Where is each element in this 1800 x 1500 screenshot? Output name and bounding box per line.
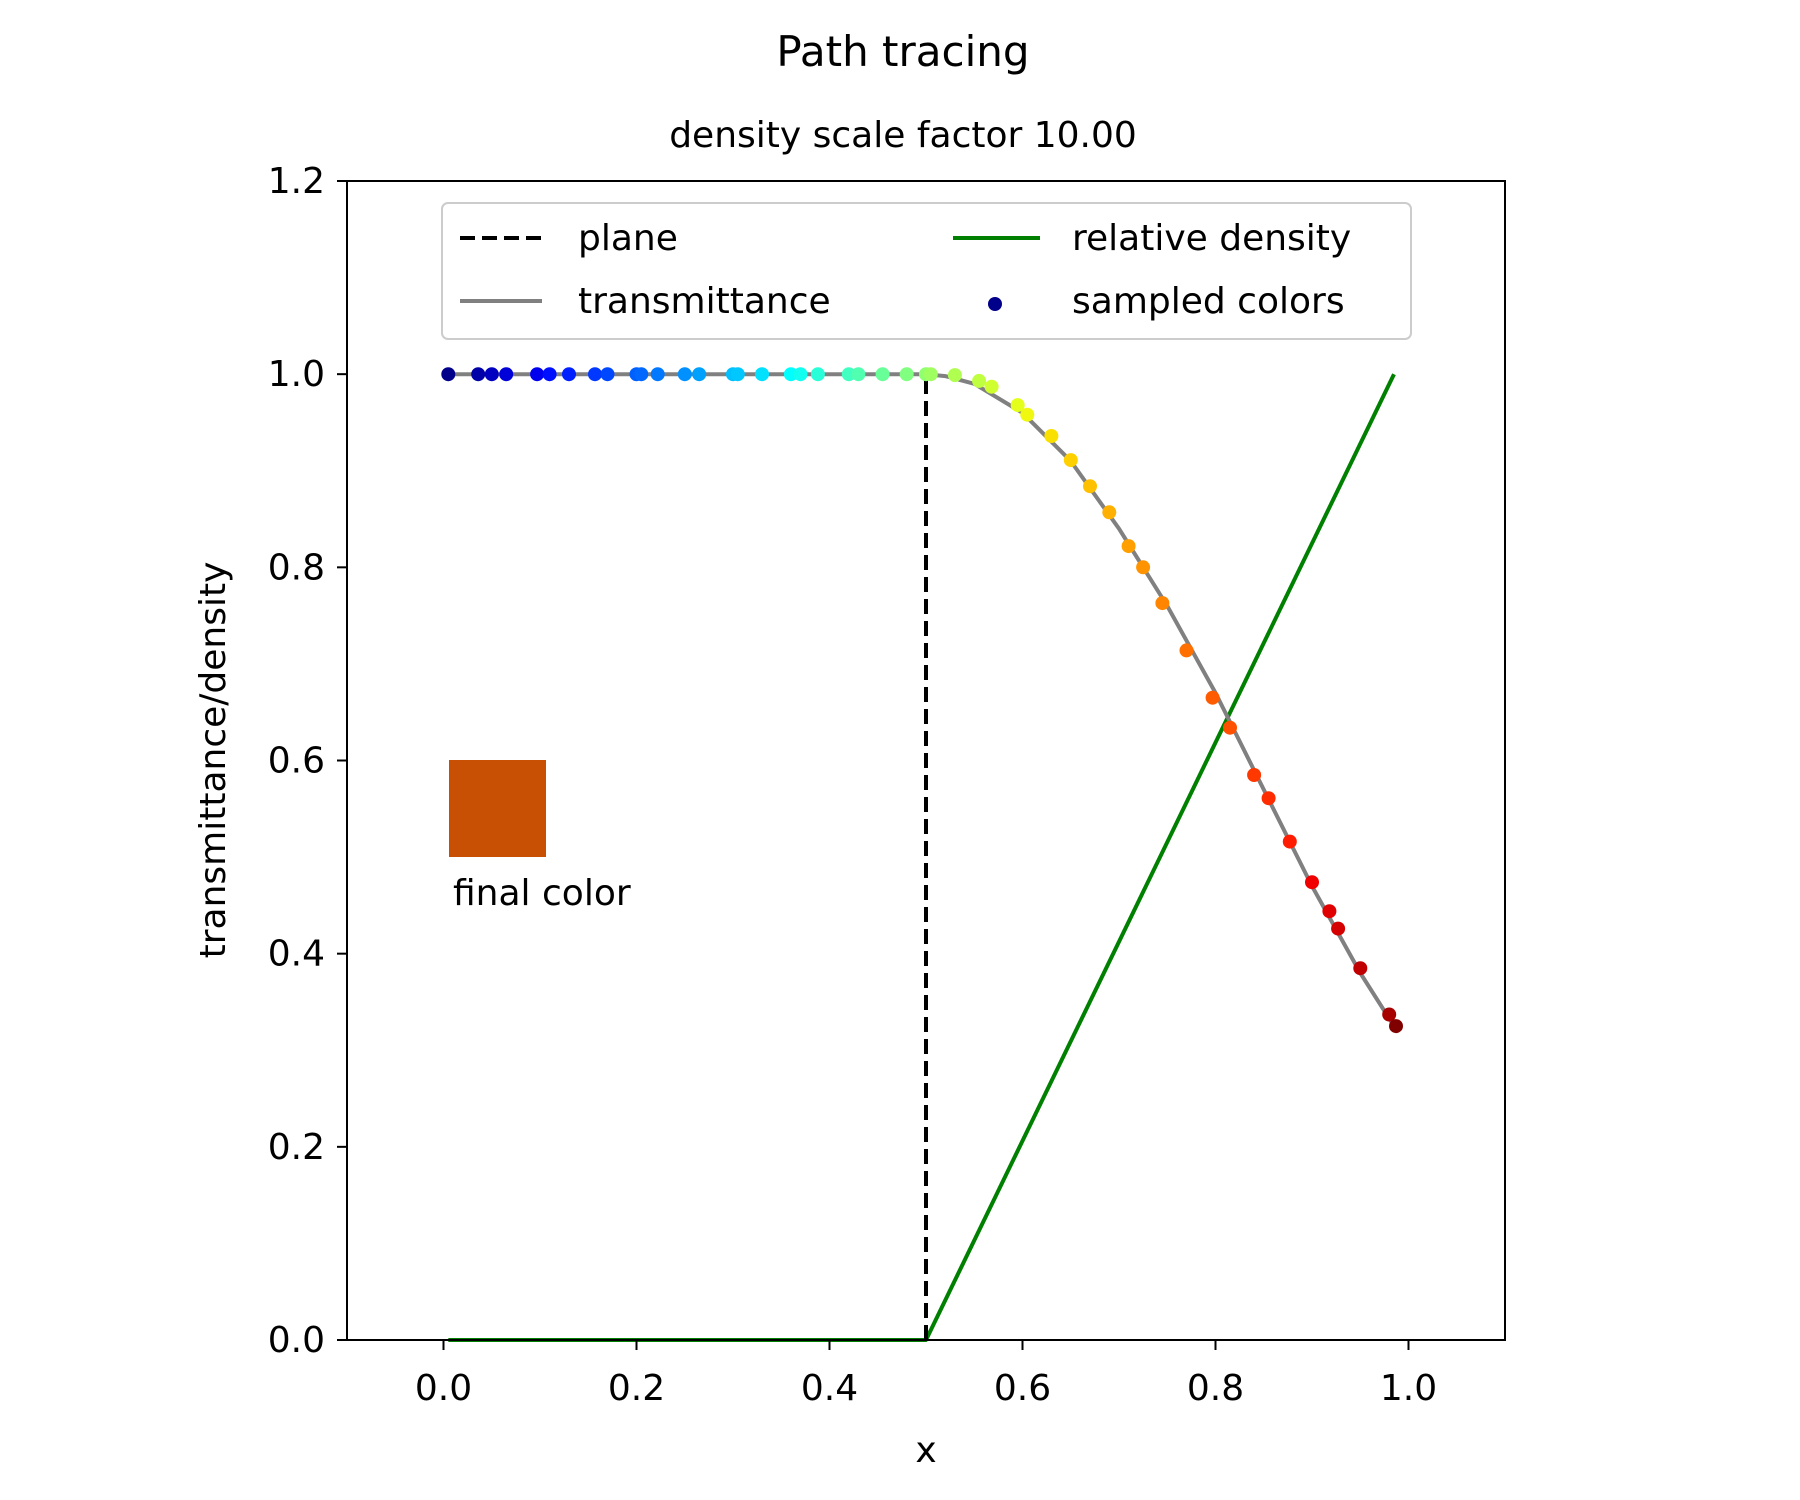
x-tick-label: 0.4	[801, 1368, 858, 1409]
sampled-colors-point	[1247, 768, 1262, 782]
sampled-colors-point	[972, 373, 987, 388]
x-axis-label: x	[915, 1430, 936, 1471]
sampled-colors-point	[1155, 596, 1170, 611]
sampled-colors-point	[677, 367, 692, 382]
sampled-colors-point	[1331, 921, 1346, 936]
x-tick-label: 0.0	[415, 1368, 472, 1409]
legend-transmittance-label: transmittance	[578, 281, 831, 322]
sampled-colors-point	[1044, 429, 1059, 443]
sampled-colors-point	[1205, 690, 1220, 705]
sampled-colors-point	[1063, 453, 1078, 468]
sampled-colors-point	[1136, 560, 1151, 575]
sampled-colors-point	[650, 367, 665, 382]
sampled-colors-point	[1353, 961, 1368, 976]
sampled-colors-point	[542, 367, 557, 382]
sampled-colors-point	[1389, 1019, 1403, 1034]
sampled-colors-point	[1261, 791, 1276, 806]
x-axis: 0.0 0.2 0.4 0.6 0.8 1.0	[415, 1340, 1437, 1409]
sampled-colors-point	[692, 367, 707, 382]
sampled-colors-point	[841, 367, 856, 382]
x-tick-label: 0.8	[1187, 1368, 1244, 1409]
sampled-colors-point	[1282, 834, 1297, 849]
final-color-label: final color	[453, 873, 631, 914]
sampled-colors-point	[588, 367, 602, 382]
y-tick-label: 0.6	[268, 741, 325, 782]
sampled-colors-point	[1322, 904, 1337, 919]
sampled-colors-point	[793, 367, 808, 382]
legend-sampled-colors-marker	[988, 297, 1002, 311]
sampled-colors-point	[755, 367, 769, 382]
sampled-colors-point	[530, 367, 545, 382]
sampled-colors-point	[634, 367, 649, 382]
y-axis-label: transmittance/density	[193, 562, 234, 959]
y-tick-label: 0.4	[268, 934, 325, 975]
y-tick-label: 0.0	[268, 1320, 325, 1361]
legend-plane-label: plane	[578, 218, 678, 259]
sampled-colors-point	[471, 367, 486, 382]
sampled-colors-point	[899, 367, 914, 382]
sampled-colors-point	[984, 379, 999, 394]
sampled-colors-point	[810, 367, 825, 382]
sampled-colors-point	[1102, 505, 1117, 520]
x-tick-label: 0.6	[994, 1368, 1051, 1409]
chart-title: Path tracing	[776, 27, 1029, 76]
sampled-colors-point	[730, 367, 745, 382]
sampled-colors-point	[1179, 643, 1194, 658]
y-tick-label: 0.2	[268, 1127, 325, 1168]
sampled-colors-point	[441, 367, 456, 382]
sampled-colors-point	[1121, 539, 1136, 554]
legend: plane transmittance relative density sam…	[441, 202, 1412, 340]
final-color-swatch	[449, 760, 546, 857]
sampled-colors-point	[783, 367, 798, 382]
legend-relative-density-label: relative density	[1072, 218, 1351, 259]
sampled-colors-point	[484, 367, 499, 382]
sampled-colors-point	[875, 367, 890, 382]
sampled-colors-point	[1020, 407, 1035, 422]
sampled-colors-point	[1083, 479, 1097, 494]
sampled-colors-point	[562, 367, 576, 382]
x-tick-label: 1.0	[1380, 1368, 1437, 1409]
y-tick-label: 0.8	[268, 547, 325, 588]
legend-sampled-colors-label: sampled colors	[1072, 281, 1345, 322]
sampled-colors-point	[947, 368, 962, 383]
sampled-colors-point	[1010, 398, 1025, 413]
y-tick-label: 1.2	[268, 161, 325, 202]
sampled-colors-point	[1305, 875, 1319, 890]
final-color-annotation: final color	[449, 760, 631, 914]
sampled-colors-point	[499, 367, 514, 382]
sampled-colors-point	[851, 367, 866, 382]
x-tick-label: 0.2	[608, 1368, 665, 1409]
y-tick-label: 1.0	[268, 354, 325, 395]
sampled-colors-point	[1382, 1007, 1397, 1022]
chart-subtitle: density scale factor 10.00	[669, 115, 1137, 156]
sampled-colors-point	[600, 367, 615, 382]
sampled-colors-point	[923, 367, 938, 382]
sampled-colors-point	[1223, 720, 1237, 735]
legend-frame	[441, 202, 1412, 340]
y-axis: 0.0 0.2 0.4 0.6 0.8 1.0 1.2	[268, 161, 347, 1361]
